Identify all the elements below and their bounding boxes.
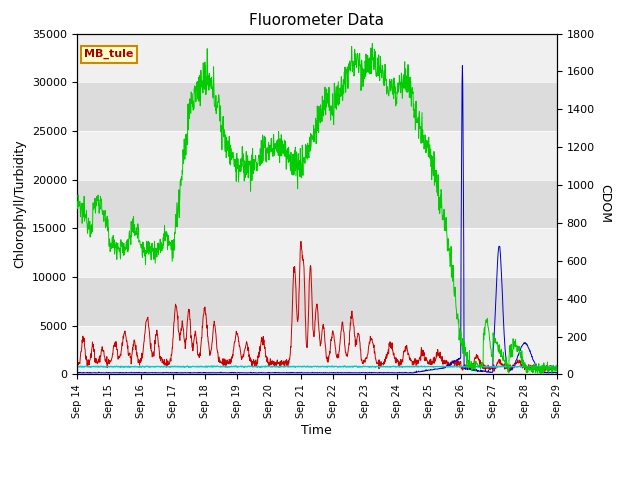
Y-axis label: Chlorophyll/Turbidity: Chlorophyll/Turbidity: [13, 140, 26, 268]
Title: Fluorometer Data: Fluorometer Data: [250, 13, 384, 28]
Bar: [77, 228, 557, 277]
Bar: [77, 326, 557, 374]
Bar: [77, 34, 557, 82]
Bar: [77, 82, 557, 131]
Bar: [77, 131, 557, 180]
Bar: [77, 277, 557, 326]
Text: MB_tule: MB_tule: [84, 49, 133, 59]
Bar: [77, 180, 557, 228]
X-axis label: Time: Time: [301, 424, 332, 437]
Y-axis label: CDOM: CDOM: [598, 184, 611, 224]
